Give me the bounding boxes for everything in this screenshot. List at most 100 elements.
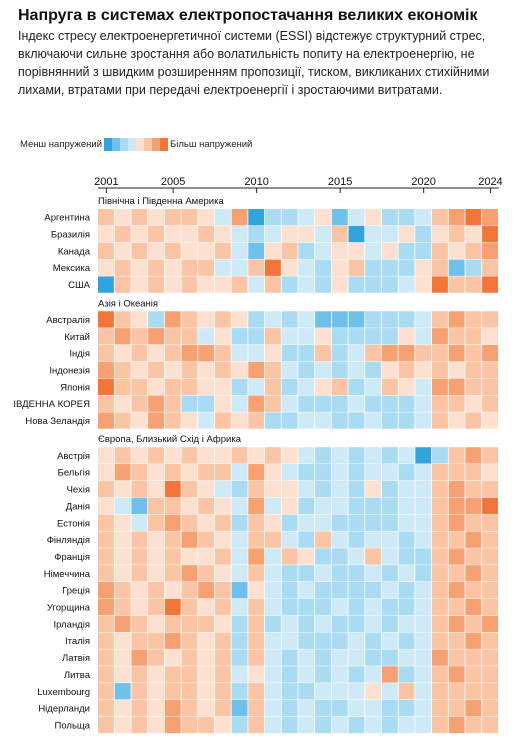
heatmap-cell <box>315 395 331 412</box>
heatmap-cell <box>448 464 465 481</box>
heatmap-cell <box>331 565 348 582</box>
heatmap-cell <box>164 242 181 260</box>
heatmap-cell <box>365 395 382 412</box>
heatmap-cell <box>415 447 432 464</box>
color-legend: Менш напружений Більш напружений <box>18 137 254 151</box>
heatmap-cell <box>198 565 215 582</box>
heatmap-cell <box>365 412 382 429</box>
heatmap-cell <box>164 344 181 362</box>
heatmap-cell <box>415 666 432 683</box>
row-label: Польща <box>55 720 91 731</box>
heatmap-cell <box>465 632 482 649</box>
heatmap-cell <box>248 716 265 734</box>
heatmap-cell <box>265 531 281 548</box>
heatmap-cell <box>265 632 281 649</box>
group-label: Північна і Південна Америка <box>98 196 224 207</box>
heatmap-cell <box>198 209 215 226</box>
heatmap-cell <box>181 378 198 395</box>
heatmap-cell <box>181 209 198 226</box>
heatmap-cell <box>331 344 348 362</box>
heatmap-cell <box>131 344 148 362</box>
heatmap-cell <box>265 615 281 633</box>
heatmap-cell <box>248 276 265 293</box>
heatmap-cell <box>365 497 382 515</box>
heatmap-cell <box>381 716 398 734</box>
heatmap-cell <box>148 716 164 734</box>
heatmap-cell <box>98 361 114 379</box>
heatmap-cell <box>331 531 348 548</box>
heatmap-cell <box>114 666 131 683</box>
heatmap-cell <box>214 497 231 515</box>
heatmap-cell <box>482 615 498 633</box>
heatmap-cell <box>348 276 365 293</box>
heatmap-cell <box>465 497 482 515</box>
heatmap-cell <box>98 259 114 276</box>
heatmap-cell <box>381 209 398 226</box>
heatmap-cell <box>365 632 382 649</box>
x-tick-label: 2024 <box>478 176 502 188</box>
heatmap-cell <box>432 666 448 683</box>
heatmap-cell <box>181 259 198 276</box>
heatmap-cell <box>365 311 382 328</box>
heatmap-cell <box>198 716 215 734</box>
heatmap-cell <box>281 209 298 226</box>
heatmap-cell <box>281 548 298 565</box>
heatmap-cell <box>231 412 248 429</box>
heatmap-cell <box>248 464 265 481</box>
heatmap-cell <box>348 447 365 464</box>
heatmap-cell <box>214 225 231 243</box>
heatmap-cell <box>281 447 298 464</box>
heatmap-cell <box>265 209 281 226</box>
heatmap-cell <box>281 480 298 498</box>
heatmap-cell <box>381 531 398 548</box>
heatmap-cell <box>98 209 114 226</box>
heatmap-cell <box>231 259 248 276</box>
heatmap-cell <box>231 598 248 616</box>
heatmap-cell <box>98 464 114 481</box>
heatmap-cell <box>298 311 315 328</box>
heatmap-cell <box>198 242 215 260</box>
row-label: Мексика <box>53 263 91 274</box>
heatmap-cell <box>331 632 348 649</box>
heatmap-cell <box>231 276 248 293</box>
heatmap-cell <box>148 548 164 565</box>
heatmap-cell <box>465 328 482 345</box>
heatmap-cell <box>181 412 198 429</box>
heatmap-cell <box>214 531 231 548</box>
heatmap-cell <box>198 447 215 464</box>
heatmap-cell <box>114 716 131 734</box>
heatmap-cell <box>198 276 215 293</box>
heatmap-cell <box>432 632 448 649</box>
heatmap-cell <box>315 666 331 683</box>
row-label: Бразилія <box>51 230 90 241</box>
heatmap-cell <box>131 276 148 293</box>
heatmap-cell <box>482 531 498 548</box>
heatmap-cell <box>398 259 415 276</box>
heatmap-cell <box>398 242 415 260</box>
heatmap-cell <box>231 531 248 548</box>
heatmap-cell <box>465 683 482 700</box>
heatmap-cell <box>432 615 448 633</box>
heatmap-cell <box>298 276 315 293</box>
heatmap-cell <box>114 447 131 464</box>
heatmap-cell <box>98 412 114 429</box>
heatmap-cell <box>164 361 181 379</box>
row-label: Індонезія <box>49 365 90 376</box>
heatmap-cell <box>131 464 148 481</box>
heatmap-cell <box>398 344 415 362</box>
heatmap-cell <box>415 548 432 565</box>
heatmap-cell <box>98 531 114 548</box>
heatmap-cell <box>432 311 448 328</box>
heatmap-cell <box>415 395 432 412</box>
heatmap-cell <box>482 632 498 649</box>
heatmap-cell <box>248 582 265 599</box>
heatmap-cell <box>164 311 181 328</box>
heatmap-cell <box>448 649 465 666</box>
heatmap-cell <box>231 632 248 649</box>
heatmap-cell <box>181 548 198 565</box>
heatmap-cell <box>298 548 315 565</box>
heatmap-cell <box>114 632 131 649</box>
heatmap-cell <box>181 632 198 649</box>
heatmap-cell <box>214 344 231 362</box>
heatmap-cell <box>98 666 114 683</box>
